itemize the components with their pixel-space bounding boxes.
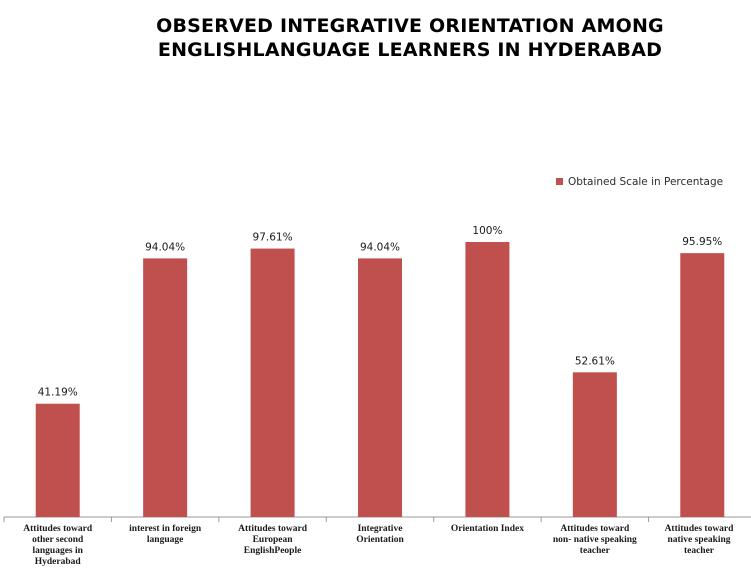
x-tick-label-line: EnglishPeople: [243, 546, 302, 556]
x-tick-label-line: interest in foreign: [129, 524, 202, 534]
chart-title: OBSERVED INTEGRATIVE ORIENTATION AMONG E…: [80, 14, 740, 62]
x-tick-label-line: other second: [32, 535, 84, 545]
bar: [35, 403, 80, 517]
x-tick-label: interest in foreign language: [113, 524, 217, 546]
x-tick-label-line: Orientation Index: [450, 524, 524, 534]
data-label: 100%: [472, 225, 502, 237]
x-tick-label: Integrative Orientation: [328, 524, 432, 546]
chart-title-line-2: ENGLISHLANGUAGE LEARNERS IN HYDERABAD: [157, 39, 663, 61]
x-tick-label-line: languages in: [32, 546, 83, 556]
data-label: 94.04%: [360, 241, 400, 253]
x-tick-label-line: Attitudes toward: [23, 524, 93, 534]
x-tick-label: Attitudes toward native speaking teacher: [647, 524, 751, 557]
x-tick-label-line: Orientation: [356, 535, 404, 545]
x-tick-label-line: teacher: [579, 546, 610, 556]
x-tick-label-line: non- native speaking: [552, 535, 637, 545]
x-tick-label: Orientation Index: [435, 524, 539, 535]
legend-swatch: [556, 178, 563, 185]
bar: [250, 248, 295, 517]
chart-title-line-1: OBSERVED INTEGRATIVE ORIENTATION AMONG: [156, 15, 664, 37]
x-tick-label-line: Hyderabad: [34, 557, 81, 567]
x-tick-label-line: Integrative: [357, 524, 403, 534]
x-tick-label-line: Attitudes toward: [238, 524, 307, 534]
data-label: 97.61%: [253, 232, 293, 244]
legend: Obtained Scale in Percentage: [556, 176, 723, 188]
x-tick-label-line: Attitudes toward: [664, 524, 734, 534]
x-tick-label: Attitudes toward other second languages in…: [6, 524, 110, 568]
data-label: 94.04%: [145, 241, 185, 253]
bar: [358, 258, 402, 517]
data-label: 41.19%: [38, 387, 78, 399]
x-tick-label: Attitudes toward non- native speaking teac…: [543, 524, 647, 557]
bar: [680, 253, 725, 517]
bar: [572, 372, 617, 517]
x-tick-label-line: European: [252, 535, 293, 545]
legend-label: Obtained Scale in Percentage: [568, 176, 724, 188]
x-tick-label-line: teacher: [683, 546, 715, 556]
x-tick-label: Attitudes toward European EnglishPeople: [221, 524, 325, 557]
bar: [143, 258, 188, 517]
data-label: 52.61%: [575, 355, 615, 367]
x-tick-label-line: Attitudes toward: [560, 524, 630, 534]
data-label: 95.95%: [682, 236, 722, 248]
x-tick-label-line: native speaking: [667, 535, 731, 545]
x-tick-label-line: language: [146, 535, 184, 545]
bar: [465, 242, 510, 517]
